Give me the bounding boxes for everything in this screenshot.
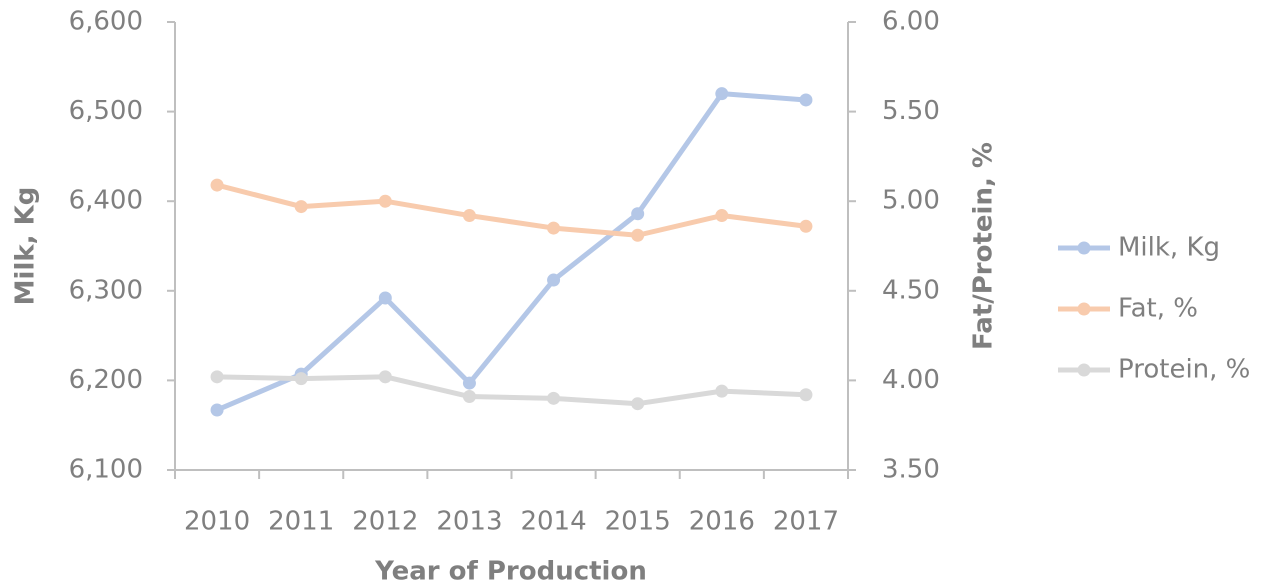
data-point: [378, 370, 392, 384]
data-point: [631, 228, 645, 242]
data-point: [462, 390, 476, 404]
x-tick-label: 2013: [436, 507, 502, 537]
y2-tick-label: 3.50: [882, 455, 940, 485]
data-point: [547, 391, 561, 405]
series-line: [214, 91, 809, 413]
data-point: [715, 87, 729, 101]
y-tick-label: 6,300: [69, 275, 143, 305]
x-axis-title: Year of Production: [374, 557, 647, 587]
y2-tick-label: 5.00: [882, 186, 940, 216]
data-point: [715, 384, 729, 398]
y-tick-label: 6,200: [69, 365, 143, 395]
data-point: [799, 219, 813, 233]
x-tick-label: 2011: [268, 507, 334, 537]
y2-axis-title: Fat/Protein, %: [969, 142, 999, 350]
series-line: [214, 182, 809, 238]
legend-label: Fat, %: [1118, 294, 1198, 324]
y2-tick-label: 6.00: [882, 7, 940, 37]
x-tick-label: 2016: [689, 507, 755, 537]
data-point: [547, 273, 561, 287]
legend-label: Milk, Kg: [1118, 233, 1220, 263]
y-tick-label: 6,100: [69, 455, 143, 485]
legend-marker: [1077, 302, 1091, 316]
x-tick-label: 2010: [184, 507, 250, 537]
x-tick-label: 2015: [605, 507, 671, 537]
data-point: [715, 209, 729, 223]
data-point: [294, 200, 308, 214]
y2-tick-label: 5.50: [882, 96, 940, 126]
x-tick-label: 2014: [520, 507, 586, 537]
legend-label: Protein, %: [1118, 355, 1250, 385]
data-point: [378, 291, 392, 305]
data-point: [210, 403, 224, 417]
y2-tick-label: 4.50: [882, 275, 940, 305]
series-line: [214, 374, 809, 407]
data-point: [547, 221, 561, 235]
data-point: [462, 209, 476, 223]
data-point: [378, 194, 392, 208]
y2-tick-label: 4.00: [882, 365, 940, 395]
y-tick-label: 6,600: [69, 7, 143, 37]
y-tick-label: 6,400: [69, 186, 143, 216]
data-point: [210, 370, 224, 384]
y-axis-title: Milk, Kg: [11, 187, 41, 306]
data-point: [631, 207, 645, 221]
legend-marker: [1077, 363, 1091, 377]
data-point: [462, 376, 476, 390]
legend-marker: [1077, 241, 1091, 255]
y-tick-label: 6,500: [69, 96, 143, 126]
data-point: [294, 372, 308, 386]
data-point: [799, 93, 813, 107]
data-point: [631, 397, 645, 411]
data-point: [799, 388, 813, 402]
x-tick-label: 2012: [352, 507, 418, 537]
x-tick-label: 2017: [773, 507, 839, 537]
data-point: [210, 178, 224, 192]
